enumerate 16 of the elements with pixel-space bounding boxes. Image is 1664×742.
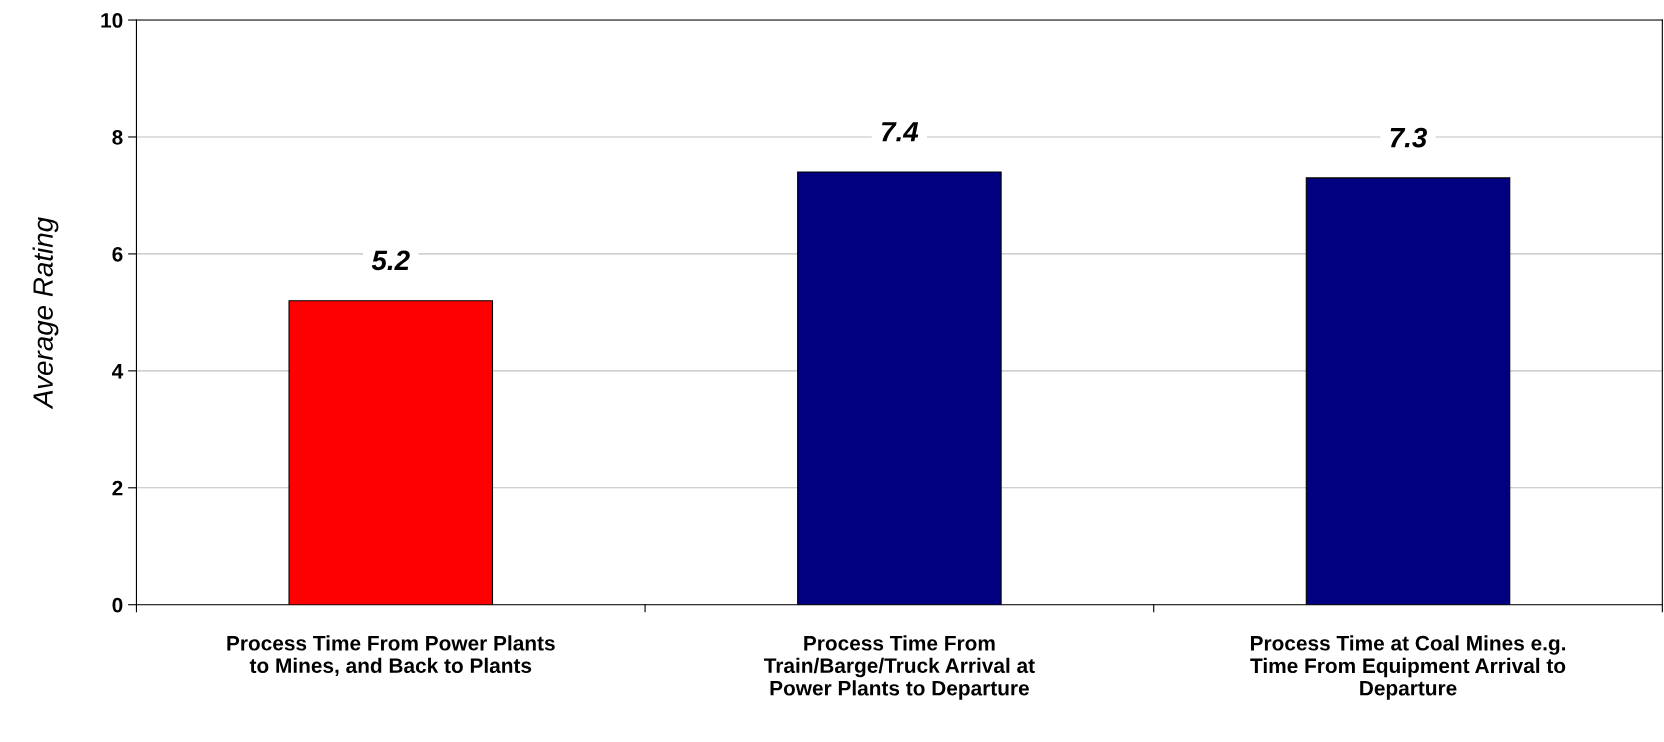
data-label: 5.2 xyxy=(371,250,410,271)
y-tick-label: 0 xyxy=(112,597,123,613)
x-tick-label: Process Time From Power Plants to Mines, and Back to Plants xyxy=(227,635,555,677)
y-tick-label: 2 xyxy=(112,480,123,496)
y-tick-label: 8 xyxy=(112,129,123,145)
x-tick-label: Process Time at Coal Mines e.g. Time From Equipment Arrival to Departure xyxy=(1250,635,1566,700)
y-axis-title: Average Rating xyxy=(32,217,59,410)
y-tick-label: 4 xyxy=(111,364,124,379)
y-tick-label: 10 xyxy=(101,13,123,28)
bar xyxy=(797,171,1002,605)
data-label: 7.3 xyxy=(1390,127,1428,148)
y-tick-label: 6 xyxy=(112,246,123,262)
data-label: 7.4 xyxy=(882,122,919,142)
bar xyxy=(1305,177,1511,605)
x-tick-label: Process Time From Train/Barge/Truck Arrival at Power Plants to Departure xyxy=(763,635,1035,700)
bar xyxy=(288,300,494,605)
